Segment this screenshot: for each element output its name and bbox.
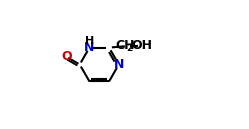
Text: 2: 2 <box>126 44 133 53</box>
Text: N: N <box>84 41 95 54</box>
Text: CH: CH <box>116 39 135 52</box>
Text: OH: OH <box>132 39 153 52</box>
Text: N: N <box>114 58 124 71</box>
Text: O: O <box>61 50 72 63</box>
Text: H: H <box>85 36 94 46</box>
